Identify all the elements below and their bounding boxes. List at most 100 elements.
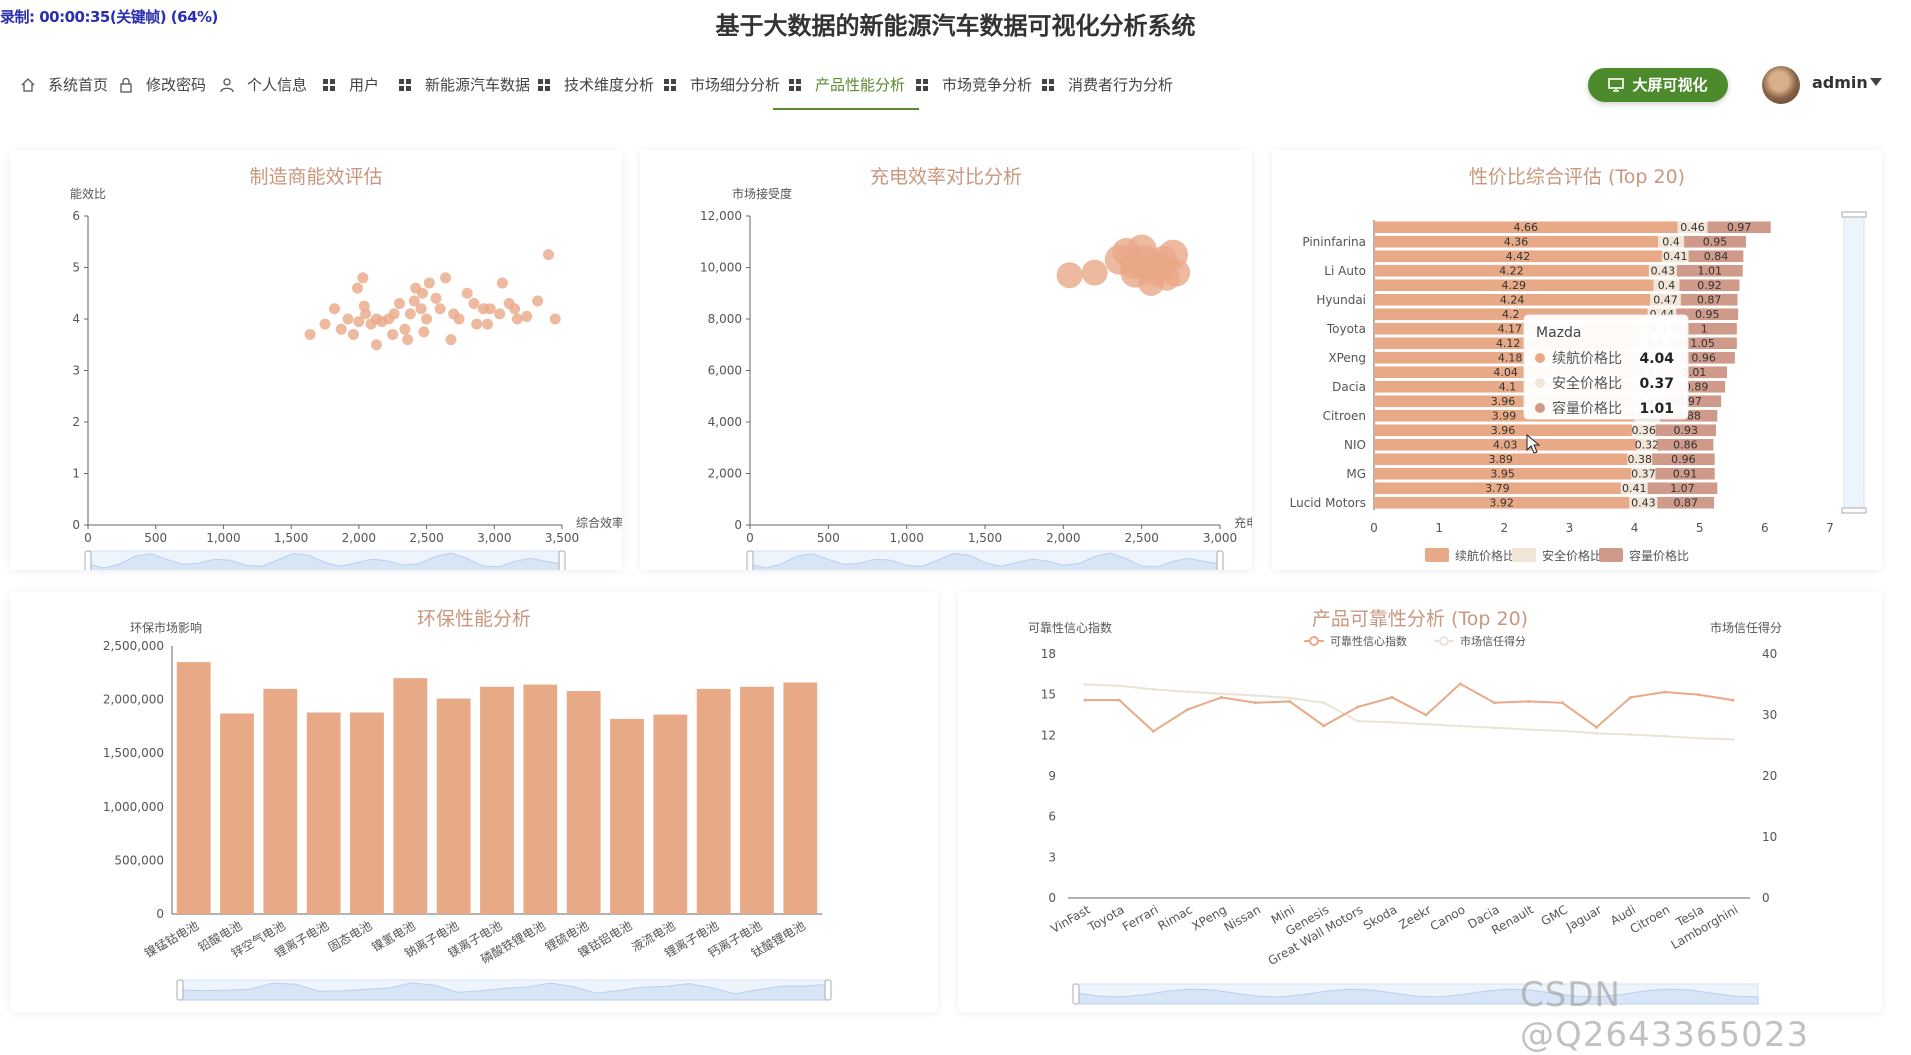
scatter-point bbox=[352, 282, 364, 294]
bar-segment bbox=[1629, 496, 1658, 509]
y-tick-label: 2,500,000 bbox=[103, 639, 164, 653]
bar-segment bbox=[1374, 467, 1632, 480]
nav-item-home[interactable]: 系统首页 bbox=[20, 62, 108, 108]
x-tick-label: 1 bbox=[1435, 521, 1443, 535]
y2-axis-label: 市场信任得分 bbox=[1710, 620, 1782, 635]
bar-label: 4.03 bbox=[1493, 439, 1518, 452]
tooltip-dot bbox=[1535, 353, 1545, 363]
scatter-point bbox=[430, 292, 442, 304]
nav-item-tech-analysis[interactable]: 技术维度分析 bbox=[536, 62, 654, 108]
nav-label: 技术维度分析 bbox=[564, 76, 655, 94]
datazoom-handle-left bbox=[1072, 983, 1080, 1005]
legend-label: 容量价格比 bbox=[1629, 548, 1689, 563]
tooltip-value: 0.37 bbox=[1639, 376, 1674, 392]
nav-item-users[interactable]: 用户 bbox=[321, 62, 379, 108]
bar-segment bbox=[1667, 380, 1726, 393]
nav-item-password[interactable]: 修改密码 bbox=[118, 62, 206, 108]
nav-item-market-segment[interactable]: 市场细分分析 bbox=[662, 62, 780, 108]
y-tick-label: 0 bbox=[1048, 891, 1056, 905]
nav-label: 个人信息 bbox=[247, 76, 308, 94]
bar-label: 0.41 bbox=[1663, 250, 1688, 263]
scatter-point bbox=[509, 303, 521, 315]
scatter-chart-charging[interactable]: 0 2,000 4,000 6,000 8,000 10,000 12,000 0 500 1,0… bbox=[640, 150, 1252, 570]
series-point bbox=[1254, 701, 1258, 705]
y-tick-label: XPeng bbox=[1328, 351, 1366, 365]
scatter-point bbox=[393, 298, 405, 310]
y2-tick-label: 20 bbox=[1762, 769, 1777, 783]
scatter-point bbox=[482, 318, 494, 330]
bar-segment bbox=[1374, 308, 1648, 321]
scatter-point bbox=[347, 328, 359, 340]
series-point bbox=[1254, 693, 1258, 697]
scatter-point bbox=[532, 295, 544, 307]
bar-label: 4.22 bbox=[1499, 265, 1524, 278]
series-point bbox=[1492, 701, 1496, 705]
username[interactable]: admin bbox=[1812, 73, 1868, 92]
bar-segment bbox=[1631, 467, 1656, 480]
bar-segment bbox=[1374, 351, 1647, 364]
bar-segment bbox=[1374, 337, 1643, 350]
card-value-ratio: 性价比综合评估 (Top 20) 0 1 2 3 4 5 6 7 4.66 0.46 0.97 4.3… bbox=[1272, 150, 1882, 570]
tooltip-label: 续航价格比 bbox=[1552, 350, 1622, 367]
tooltip-label: 安全价格比 bbox=[1552, 375, 1622, 392]
bigscreen-button[interactable]: 大屏可视化 bbox=[1588, 68, 1728, 102]
bigscreen-label: 大屏可视化 bbox=[1632, 76, 1708, 94]
nav-item-consumer[interactable]: 消费者行为分析 bbox=[1040, 62, 1173, 108]
bar-chart-value-ratio[interactable]: 0 1 2 3 4 5 6 74.66 0.46 0.974.36 0.4 0.954.42 0.41 0… bbox=[1272, 150, 1882, 570]
bar-segment bbox=[1374, 438, 1637, 451]
y-tick-label: 6 bbox=[72, 209, 80, 223]
lock-icon bbox=[120, 77, 132, 93]
scatter-point bbox=[440, 272, 452, 284]
series-point bbox=[1697, 693, 1701, 697]
avatar[interactable] bbox=[1762, 66, 1800, 104]
nav-label: 市场竞争分析 bbox=[942, 76, 1033, 94]
nav-item-ev-data[interactable]: 新能源汽车数据 bbox=[397, 62, 530, 108]
bar-label: 0.43 bbox=[1651, 265, 1676, 278]
nav-item-competition[interactable]: 市场竞争分析 bbox=[914, 62, 1032, 108]
nav-label: 系统首页 bbox=[48, 76, 109, 94]
datazoom-handle-left bbox=[84, 550, 92, 570]
series-point bbox=[1390, 720, 1394, 724]
chart-title: 产品可靠性分析 (Top 20) bbox=[1311, 608, 1529, 630]
bar-label: 0.92 bbox=[1697, 279, 1722, 292]
monitor-icon bbox=[1608, 78, 1625, 92]
chart-title: 制造商能效评估 bbox=[249, 166, 383, 188]
y2-tick-label: 10 bbox=[1762, 830, 1777, 844]
legend-swatch bbox=[1425, 548, 1449, 562]
bar bbox=[393, 678, 428, 914]
bar bbox=[740, 686, 774, 914]
bar-segment bbox=[1374, 482, 1621, 495]
scatter-point bbox=[335, 323, 347, 335]
y-axis-label: 市场接受度 bbox=[732, 186, 792, 201]
scatter-point bbox=[328, 303, 340, 315]
x-tick-label: Citroen bbox=[1628, 902, 1673, 936]
bar-label: 3.95 bbox=[1490, 468, 1515, 481]
series-point bbox=[1663, 690, 1667, 694]
grid-icon bbox=[664, 79, 676, 91]
y-tick-label: Li Auto bbox=[1324, 264, 1366, 278]
x-tick-label: 2,500 bbox=[409, 531, 443, 545]
scatter-point bbox=[402, 334, 414, 346]
nav-item-profile[interactable]: 个人信息 bbox=[219, 62, 307, 108]
x-tick-label: 3,500 bbox=[545, 531, 579, 545]
y-tick-label: 6,000 bbox=[708, 364, 742, 378]
line-chart-reliability[interactable]: 0369121518010203040可靠性信心指数 市场信任得分可靠性信心指数市… bbox=[958, 592, 1882, 1012]
x-tick-label: 镍锰钴电池 bbox=[142, 918, 201, 961]
bar-segment bbox=[1657, 496, 1715, 509]
y-tick-label: 1,500,000 bbox=[103, 746, 164, 760]
series-point bbox=[1322, 724, 1326, 728]
grid-icon bbox=[789, 79, 801, 91]
bar-segment bbox=[1648, 264, 1677, 277]
chevron-down-icon[interactable] bbox=[1870, 78, 1882, 86]
scatter-point bbox=[399, 323, 411, 335]
series-point bbox=[1560, 701, 1564, 705]
series-point bbox=[1390, 695, 1394, 699]
scatter-point bbox=[342, 313, 354, 325]
bar-label: 3.92 bbox=[1489, 497, 1514, 510]
bar bbox=[566, 691, 601, 914]
series-line-reliability bbox=[1085, 682, 1734, 733]
nav-item-product-performance[interactable]: 产品性能分析 bbox=[773, 62, 920, 110]
scatter-chart-efficiency[interactable]: 0 1 2 3 4 5 6 0 500 1,000 1,500 2,000 2,500 3,000 3,50… bbox=[10, 150, 622, 570]
series-point bbox=[1731, 698, 1735, 702]
bar-chart-eco[interactable]: 0 500,000 1,000,000 1,500,000 2,000,000 2,500… bbox=[10, 592, 938, 1012]
